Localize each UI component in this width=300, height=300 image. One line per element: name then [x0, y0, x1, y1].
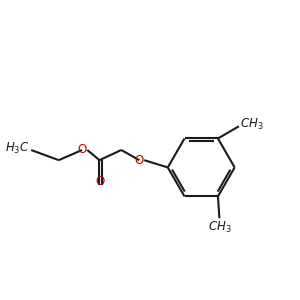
Text: $CH_3$: $CH_3$ — [240, 117, 264, 132]
Text: O: O — [135, 154, 144, 167]
Text: O: O — [96, 176, 105, 188]
Text: $CH_3$: $CH_3$ — [208, 220, 231, 235]
Text: $H_3C$: $H_3C$ — [5, 141, 30, 156]
Text: O: O — [77, 143, 87, 157]
